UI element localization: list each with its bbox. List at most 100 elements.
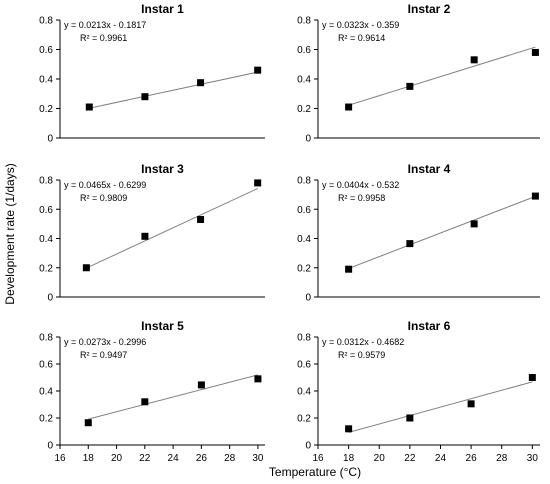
y-tick-label: 0.2 <box>39 104 53 115</box>
r-squared: R² = 0.9809 <box>80 193 127 203</box>
panel-title: Instar 1 <box>141 2 184 16</box>
data-point <box>345 425 353 433</box>
chart-panels: 0 0.2 0.4 0.6 0.8 Instar 1 y = 0.0213x - 0.181… <box>39 2 540 464</box>
panel-1: 0 0.2 0.4 0.6 0.8 Instar 1 y = 0.0213x - 0.181… <box>39 2 265 145</box>
data-point <box>345 265 353 273</box>
data-point <box>406 82 414 90</box>
data-point <box>345 103 353 111</box>
data-point <box>470 56 478 64</box>
data-point <box>197 381 205 389</box>
x-axis-title: Temperature (°C) <box>269 465 361 479</box>
x-tick-label: 26 <box>196 453 208 464</box>
panel-title: Instar 5 <box>141 319 184 333</box>
data-point <box>531 48 539 56</box>
x-tick-label: 28 <box>224 453 236 464</box>
y-tick-label: 0 <box>47 441 53 452</box>
data-point <box>84 419 92 427</box>
y-tick-label: 0.4 <box>297 387 311 398</box>
panel-2: 0 0.2 0.4 0.6 0.8 Instar 2 y = 0.0323x - 0.359… <box>297 2 540 145</box>
trendline <box>86 188 258 269</box>
y-tick-label: 0.2 <box>297 104 311 115</box>
x-tick-label: 30 <box>252 453 264 464</box>
y-tick-label: 0.2 <box>297 263 311 274</box>
data-point <box>141 232 149 240</box>
trend-equation: y = 0.0273x - 0.2996 <box>64 337 146 347</box>
data-point <box>531 192 539 200</box>
data-point <box>254 179 262 187</box>
data-point <box>197 79 205 87</box>
y-tick-label: 0 <box>47 293 53 304</box>
trend-equation: y = 0.0312x - 0.4682 <box>322 337 404 347</box>
panel-title: Instar 4 <box>408 162 451 176</box>
x-tick-label: 16 <box>54 453 66 464</box>
y-tick-label: 0.8 <box>297 333 311 344</box>
x-tick-label: 22 <box>139 453 151 464</box>
trendline <box>88 374 259 420</box>
x-tick-label: 18 <box>343 453 355 464</box>
panel-title: Instar 2 <box>408 2 451 16</box>
y-tick-label: 0.2 <box>39 414 53 425</box>
r-squared: R² = 0.9614 <box>338 33 385 43</box>
r-squared: R² = 0.9961 <box>80 33 127 43</box>
x-tick-label: 24 <box>168 453 180 464</box>
y-tick-label: 0 <box>47 134 53 145</box>
y-tick-label: 0.6 <box>297 205 311 216</box>
y-tick-label: 0.8 <box>39 16 53 27</box>
y-tick-label: 0.4 <box>297 75 311 86</box>
y-tick-label: 0.6 <box>39 360 53 371</box>
y-tick-label: 0.6 <box>39 205 53 216</box>
data-point <box>197 215 205 223</box>
y-tick-label: 0.8 <box>297 16 311 27</box>
r-squared: R² = 0.9958 <box>338 193 385 203</box>
y-tick-label: 0 <box>305 441 311 452</box>
panel-4: 0 0.2 0.4 0.6 0.8 Instar 4 y = 0.0404x - 0.532… <box>297 162 540 304</box>
x-tick-label: 24 <box>435 453 447 464</box>
data-point <box>82 264 90 272</box>
y-tick-label: 0.8 <box>297 176 311 187</box>
trend-equation: y = 0.0465x - 0.6299 <box>64 180 146 190</box>
data-point <box>254 375 262 383</box>
data-point <box>467 400 475 408</box>
panel-5: 0 0.2 0.4 0.6 0.8 16 18 20 22 24 26 28 30 Instar 5 y =… <box>39 319 265 464</box>
data-point <box>85 103 93 111</box>
y-tick-label: 0.6 <box>39 45 53 56</box>
data-point <box>528 374 536 381</box>
y-tick-label: 0.4 <box>297 234 311 245</box>
x-tick-label: 18 <box>83 453 95 464</box>
x-tick-label: 16 <box>312 453 324 464</box>
y-axis-title: Development rate (1/days) <box>3 163 17 304</box>
data-point <box>254 66 262 74</box>
panel-6: 0 0.2 0.4 0.6 0.8 16 18 20 22 24 26 28 30 Instar 6 y =… <box>297 319 540 464</box>
panel-3: 0 0.2 0.4 0.6 0.8 Instar 3 y = 0.0465x - 0.629… <box>39 162 265 304</box>
y-tick-label: 0.8 <box>39 333 53 344</box>
y-tick-label: 0.6 <box>297 360 311 371</box>
panel-title: Instar 3 <box>141 162 184 176</box>
x-tick-label: 28 <box>496 453 508 464</box>
r-squared: R² = 0.9497 <box>80 350 127 360</box>
r-squared: R² = 0.9579 <box>338 350 385 360</box>
trend-equation: y = 0.0404x - 0.532 <box>322 180 399 190</box>
data-point <box>141 398 149 406</box>
y-tick-label: 0.2 <box>297 414 311 425</box>
trendline <box>348 195 536 269</box>
trend-equation: y = 0.0323x - 0.359 <box>322 20 399 30</box>
data-point <box>406 414 414 422</box>
y-tick-label: 0.6 <box>297 45 311 56</box>
y-tick-label: 0.4 <box>39 75 53 86</box>
data-point <box>406 240 414 248</box>
x-tick-label: 30 <box>527 453 539 464</box>
trendline <box>89 71 258 109</box>
x-tick-label: 22 <box>404 453 416 464</box>
trend-equation: y = 0.0213x - 0.1817 <box>64 20 146 30</box>
trendline <box>348 381 533 433</box>
data-point <box>141 93 149 101</box>
trendline <box>348 46 536 106</box>
y-tick-label: 0 <box>305 134 311 145</box>
data-point <box>470 220 478 228</box>
panel-title: Instar 6 <box>408 319 451 333</box>
y-tick-label: 0.4 <box>39 387 53 398</box>
y-tick-label: 0.4 <box>39 234 53 245</box>
x-tick-label: 20 <box>111 453 123 464</box>
x-tick-label: 20 <box>374 453 386 464</box>
